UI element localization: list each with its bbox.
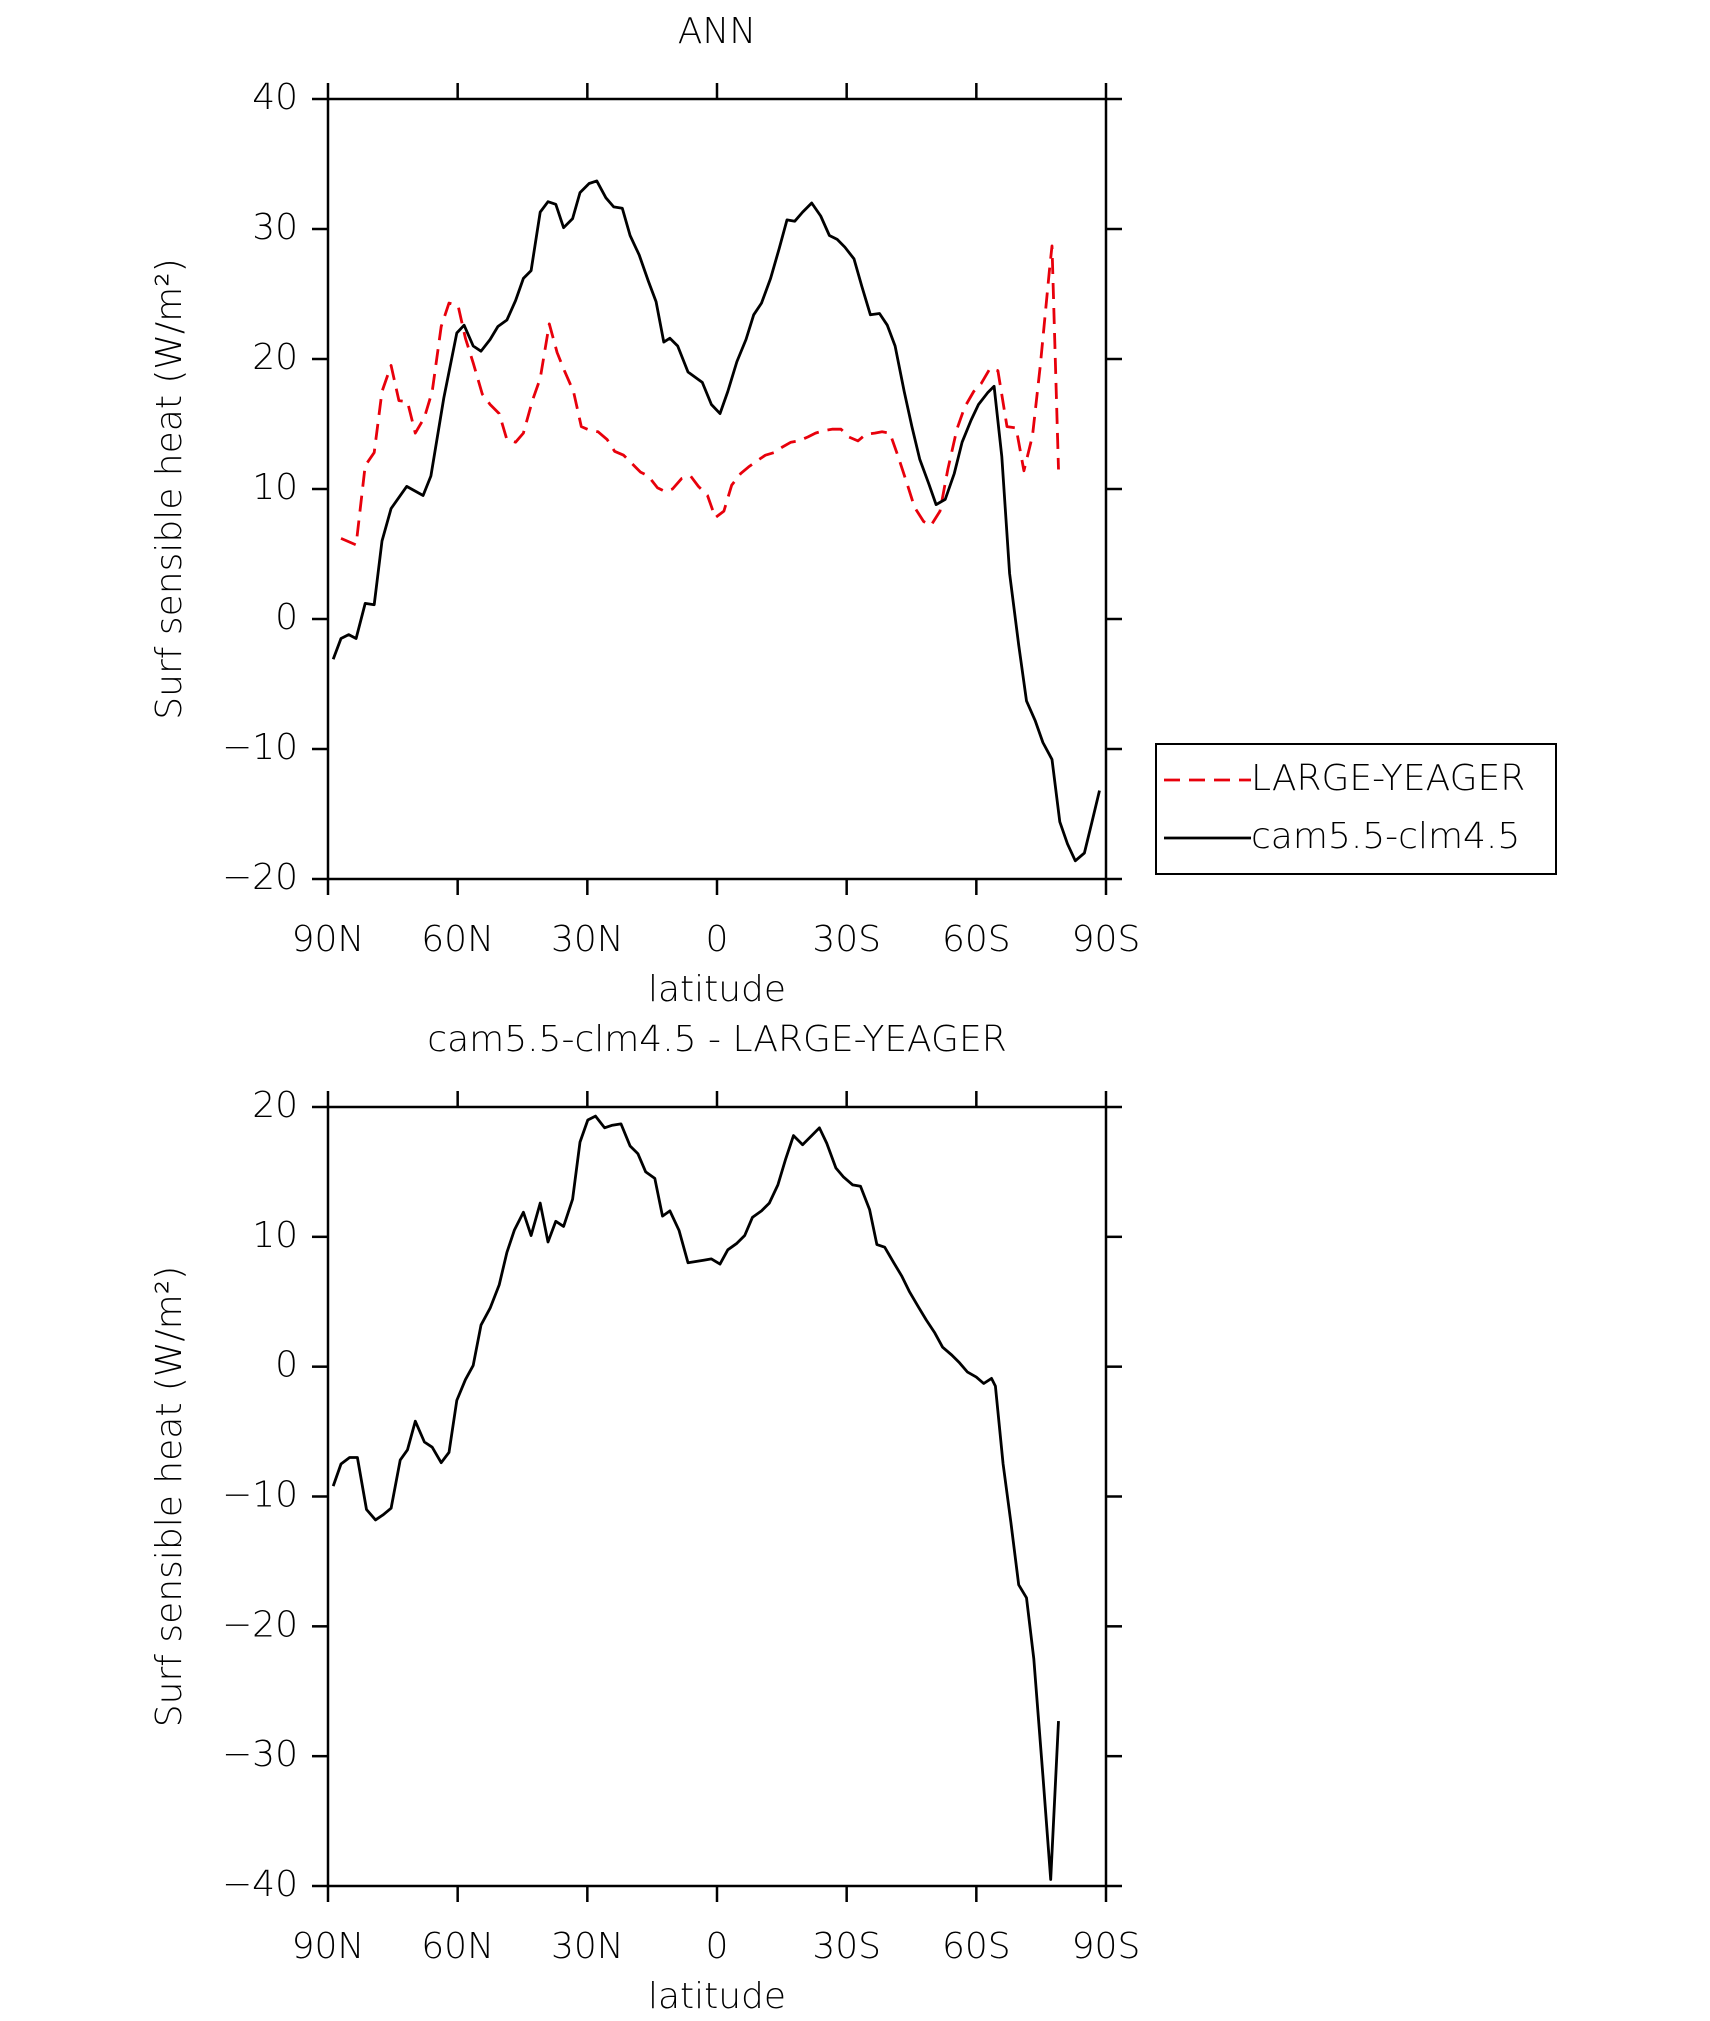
data-line (331, 179, 1101, 863)
y-tick-label: −10 (222, 1475, 298, 1516)
legend-label: cam5.5-clm4.5 (1251, 816, 1520, 857)
y-tick-label: −30 (222, 1734, 298, 1775)
y-tick-label: 0 (275, 597, 298, 638)
y-tick-label: 20 (252, 1085, 298, 1126)
x-axis-label: latitude (648, 969, 786, 1010)
x-tick-label: 60S (942, 919, 1011, 960)
y-tick-label: −20 (222, 1604, 298, 1645)
x-tick-label: 30S (812, 919, 881, 960)
y-tick-label: 30 (252, 207, 298, 248)
y-tick-label: 10 (252, 1215, 298, 1256)
x-tick-label: 90S (1072, 1926, 1141, 1967)
x-tick-label: 90S (1072, 919, 1141, 960)
plot-frame (326, 97, 1108, 881)
data-line (331, 1114, 1060, 1881)
data-line (340, 244, 1060, 547)
x-axis-label: latitude (648, 1976, 786, 2017)
plot-frame (326, 1105, 1108, 1888)
y-tick-label: 40 (252, 77, 298, 118)
legend-box (1155, 743, 1557, 875)
x-tick-label: 0 (706, 1926, 729, 1967)
y-tick-label: 10 (252, 467, 298, 508)
y-tick-label: −40 (222, 1864, 298, 1905)
y-tick-label: 0 (275, 1345, 298, 1386)
x-tick-label: 30S (812, 1926, 881, 1967)
y-axis-label: Surf sensible heat (W/m²) (149, 1266, 190, 1727)
x-tick-label: 90N (292, 1926, 365, 1967)
x-tick-label: 90N (292, 919, 365, 960)
x-tick-label: 30N (551, 1926, 624, 1967)
x-tick-label: 60N (421, 919, 494, 960)
x-tick-label: 60N (421, 1926, 494, 1967)
chart-panel: ANN latitude Surf sensible heat (W/m²) −20 −… (149, 11, 1557, 1010)
x-tick-label: 30N (551, 919, 624, 960)
legend-label: LARGE-YEAGER (1251, 758, 1525, 799)
chart-title: ANN (678, 11, 757, 52)
chart-title: cam5.5-clm4.5 - LARGE-YEAGER (427, 1019, 1006, 1060)
x-tick-label: 0 (706, 919, 729, 960)
y-tick-label: −10 (222, 727, 298, 768)
y-axis-label: Surf sensible heat (W/m²) (149, 258, 190, 719)
x-tick-label: 60S (942, 1926, 1011, 1967)
y-tick-label: −20 (222, 857, 298, 898)
y-tick-label: 20 (252, 337, 298, 378)
chart-panel: cam5.5-clm4.5 - LARGE-YEAGER latitude Surf… (149, 1019, 1140, 2017)
legend: LARGE-YEAGER cam5.5-clm4.5 (1155, 743, 1557, 875)
